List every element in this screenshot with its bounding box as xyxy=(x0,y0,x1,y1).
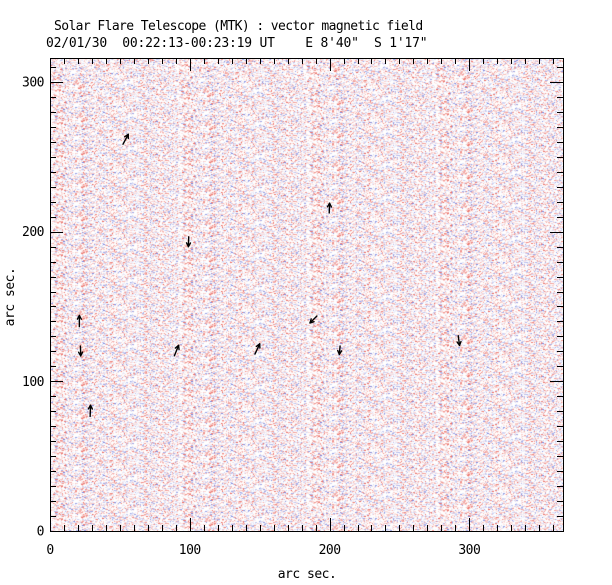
field-vector-arrow xyxy=(337,349,341,356)
x-axis-title: arc sec. xyxy=(278,567,337,582)
field-vector-arrow xyxy=(457,335,461,347)
magnetogram-noise-field xyxy=(50,58,563,531)
field-vector-arrow xyxy=(173,344,180,357)
y-tick-label: 200 xyxy=(22,225,44,240)
axis-tick-labels: 0 100 200 300 0 100 200 300 xyxy=(22,75,481,558)
axis-ticks xyxy=(50,58,563,532)
y-tick-label: 100 xyxy=(22,375,44,390)
plot-frame-box xyxy=(50,58,564,532)
plot-frame xyxy=(50,58,564,532)
y-tick-label: 300 xyxy=(22,75,44,90)
plot-title: Solar Flare Telescope (MTK) : vector mag… xyxy=(54,19,423,34)
y-axis-title: arc sec. xyxy=(3,268,18,327)
field-vector-arrow xyxy=(77,351,82,357)
x-tick-label: 0 xyxy=(46,543,53,558)
x-tick-label: 300 xyxy=(458,543,480,558)
y-tick-label: 0 xyxy=(37,525,44,540)
x-tick-label: 100 xyxy=(179,543,201,558)
field-vector-arrow xyxy=(185,242,190,248)
field-vector-arrow xyxy=(328,202,333,208)
field-vector-arrow xyxy=(254,343,261,355)
field-vector-arrow xyxy=(122,133,129,145)
field-vector-arrow xyxy=(309,315,318,324)
field-vector-arrow xyxy=(78,314,83,320)
field-vector-arrow xyxy=(89,404,94,410)
vector-field-arrows xyxy=(76,133,462,418)
field-vector-arrow xyxy=(309,318,312,324)
field-vector-arrow xyxy=(456,341,461,347)
x-tick-label: 200 xyxy=(319,543,341,558)
plot-subtitle: 02/01/30 00:22:13-00:23:19 UT E 8'40" S … xyxy=(46,36,428,51)
